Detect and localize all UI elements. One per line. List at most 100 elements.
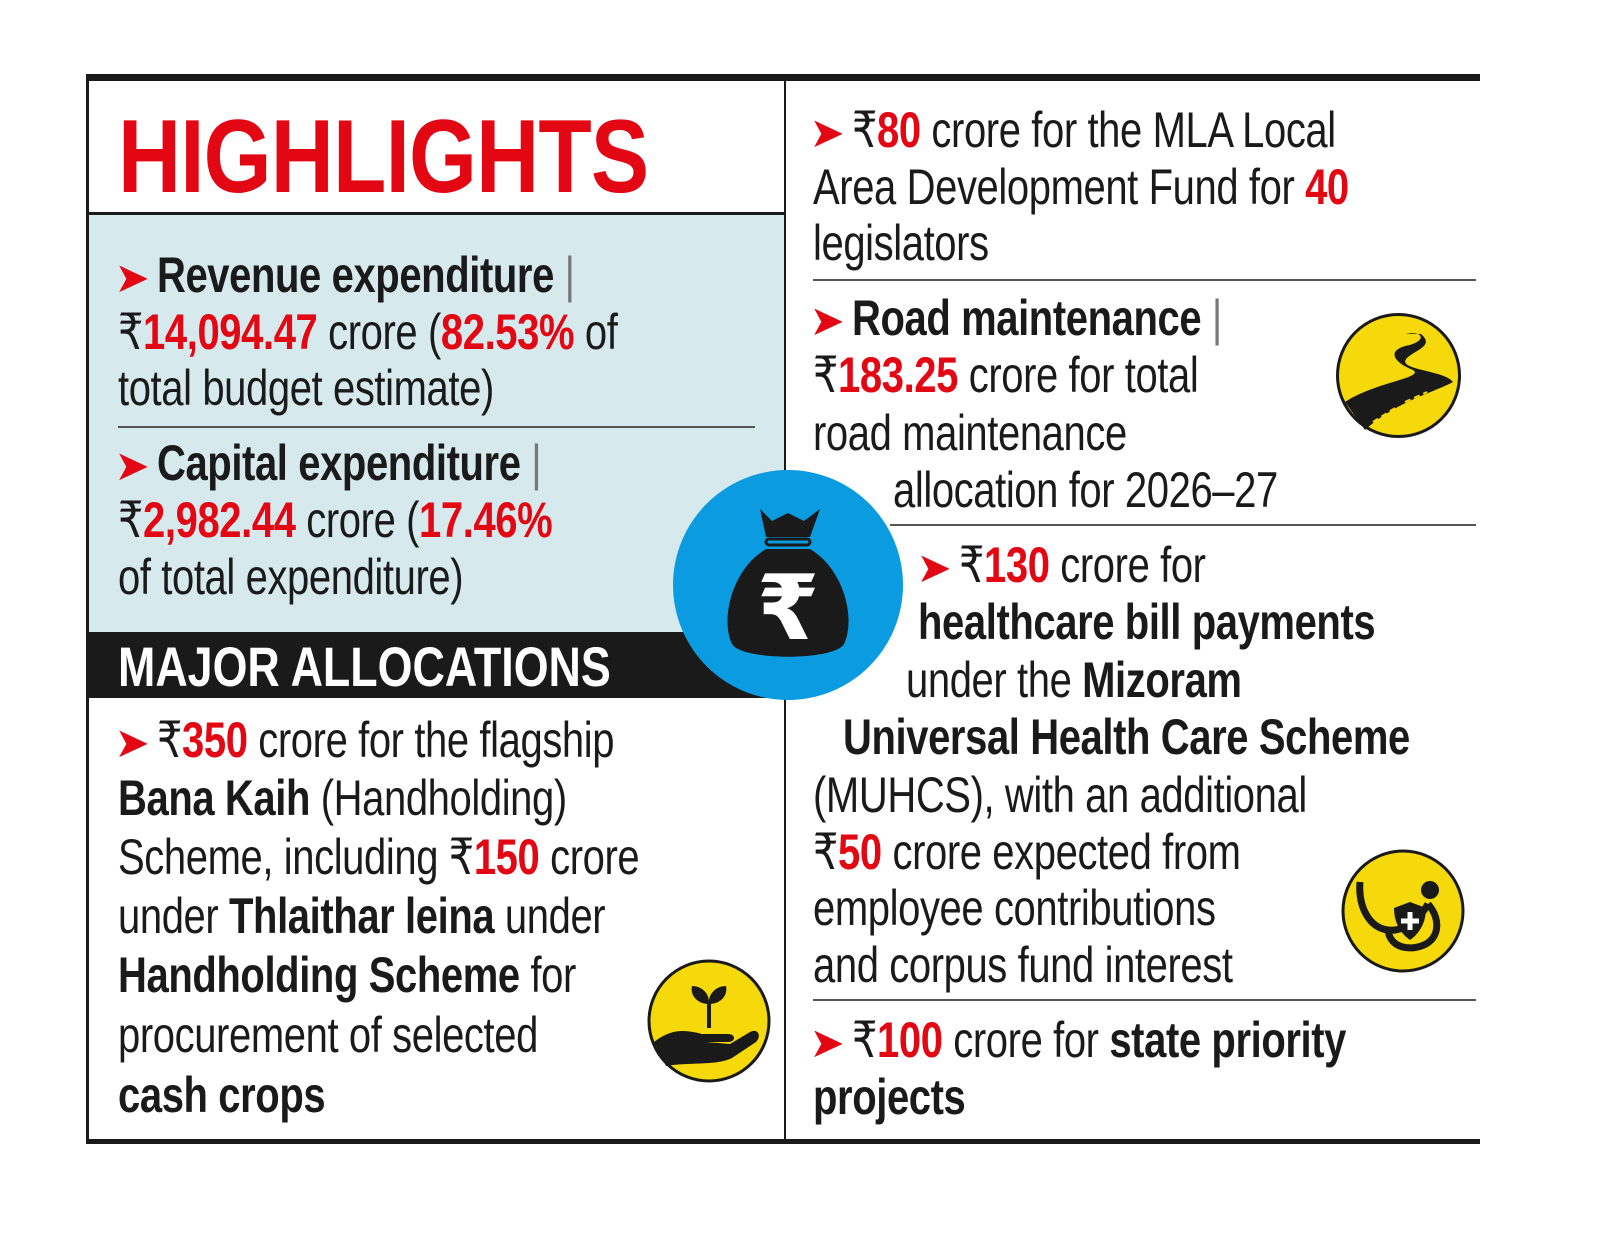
- text-segment: and corpus fund interest: [813, 937, 1233, 993]
- text-segment: |: [564, 247, 575, 303]
- text-segment: under: [494, 888, 606, 944]
- health-line: employee contributions: [813, 879, 1216, 937]
- text-segment: 40: [1305, 159, 1349, 215]
- road-line: ➤ Road maintenance |: [810, 289, 1223, 350]
- text-segment: Mizoram: [1082, 652, 1242, 708]
- text-segment: crore for: [1049, 537, 1206, 593]
- text-segment: crore: [539, 829, 640, 885]
- text-segment: crore (: [317, 304, 441, 360]
- text-segment: 100: [877, 1012, 943, 1068]
- major-allocations-heading: MAJOR ALLOCATIONS: [118, 635, 611, 698]
- text-segment: 50: [838, 824, 882, 880]
- text-segment: for: [519, 947, 576, 1003]
- text-segment: legislators: [813, 215, 989, 271]
- bullet-arrow-icon: ➤: [114, 442, 150, 489]
- health-line: ➤ ₹130 crore for: [916, 536, 1206, 597]
- text-segment: (Handholding): [310, 770, 567, 826]
- mla-line: legislators: [813, 214, 989, 272]
- text-segment: allocation for 2026–27: [893, 462, 1278, 518]
- text-segment: (MUHCS), with an additional: [813, 767, 1307, 823]
- text-segment: procurement of selected: [118, 1007, 538, 1063]
- health-line: and corpus fund interest: [813, 936, 1233, 994]
- bullet-arrow-icon: ➤: [114, 719, 150, 766]
- text-segment: 130: [984, 537, 1050, 593]
- text-segment: Handholding Scheme: [118, 947, 520, 1003]
- svg-text:₹: ₹: [757, 556, 820, 661]
- bullet-arrow-icon: ➤: [916, 544, 952, 591]
- health-line: Universal Health Care Scheme: [843, 708, 1410, 766]
- text-segment: ₹: [958, 537, 985, 593]
- health-line: under the Mizoram: [906, 651, 1242, 709]
- text-segment: Area Development Fund for: [813, 159, 1306, 215]
- allocation-line: Handholding Scheme for: [118, 946, 576, 1004]
- road-line: ₹183.25 crore for total: [813, 346, 1199, 404]
- health-line: ₹50 crore expected from: [813, 823, 1241, 881]
- text-segment: under the: [906, 652, 1083, 708]
- text-segment: ₹: [851, 1012, 878, 1068]
- text-segment: Bana Kaih: [118, 770, 311, 826]
- road-line: allocation for 2026–27: [893, 461, 1278, 519]
- text-segment: ₹: [156, 712, 183, 768]
- text-segment: road maintenance: [813, 405, 1127, 461]
- health-line: (MUHCS), with an additional: [813, 766, 1307, 824]
- text-segment: 350: [182, 712, 248, 768]
- bullet-arrow-icon: ➤: [809, 109, 845, 156]
- major-allocations-bar: MAJOR ALLOCATIONS: [89, 632, 785, 698]
- revenue-line: ₹14,094.47 crore (82.53% of: [118, 303, 618, 361]
- text-segment: employee contributions: [813, 880, 1216, 936]
- revenue-line: ➤ Revenue expenditure |: [114, 246, 576, 307]
- priority-line: projects: [813, 1068, 966, 1126]
- text-segment: cash crops: [118, 1067, 326, 1123]
- allocation-line: Bana Kaih (Handholding): [118, 769, 567, 827]
- divider: [890, 524, 1476, 526]
- stethoscope-health-icon: [1341, 849, 1465, 973]
- text-segment: ₹: [851, 102, 878, 158]
- winding-road-icon: [1336, 313, 1461, 438]
- mla-line: ➤ ₹80 crore for the MLA Local: [809, 101, 1337, 162]
- text-segment: 80: [877, 102, 921, 158]
- text-segment: 2,982.44: [143, 492, 296, 548]
- health-line: healthcare bill payments: [918, 593, 1376, 651]
- text-segment: ₹: [813, 347, 839, 403]
- expenditure-divider: [118, 426, 755, 428]
- text-segment: crore for: [942, 1012, 1110, 1068]
- text-segment: healthcare bill payments: [918, 594, 1376, 650]
- header-divider: [86, 212, 785, 215]
- capital-line: ➤ Capital expenditure |: [114, 434, 542, 495]
- text-segment: Revenue expenditure: [156, 247, 565, 303]
- text-segment: |: [1211, 290, 1222, 346]
- text-segment: projects: [813, 1069, 966, 1125]
- text-segment: Scheme, including ₹: [118, 829, 474, 885]
- text-segment: ₹: [118, 492, 144, 548]
- bullet-arrow-icon: ➤: [809, 1019, 845, 1066]
- road-line: road maintenance: [813, 404, 1127, 462]
- text-segment: Thlaithar leina: [229, 888, 495, 944]
- page-title: HIGHLIGHTS: [118, 99, 649, 215]
- text-segment: crore for the flagship: [247, 712, 615, 768]
- text-segment: 183.25: [838, 347, 958, 403]
- allocation-line: procurement of selected: [118, 1006, 538, 1064]
- plant-in-hand-icon: [647, 959, 771, 1083]
- capital-line: of total expenditure): [118, 548, 464, 606]
- mla-line: Area Development Fund for 40: [813, 158, 1349, 216]
- revenue-line: total budget estimate): [118, 359, 494, 417]
- allocation-line: cash crops: [118, 1066, 326, 1124]
- text-segment: crore (: [295, 492, 420, 548]
- divider: [813, 279, 1476, 281]
- divider: [813, 999, 1476, 1001]
- text-segment: state priority: [1109, 1012, 1347, 1068]
- allocation-line: ➤ ₹350 crore for the flagship: [114, 711, 615, 772]
- expenditure-panel: [89, 215, 784, 632]
- text-segment: |: [531, 435, 542, 491]
- capital-line: ₹2,982.44 crore (17.46%: [118, 491, 553, 549]
- text-segment: Capital expenditure: [156, 435, 532, 491]
- allocation-line: Scheme, including ₹150 crore: [118, 828, 640, 886]
- text-segment: ₹: [118, 304, 144, 360]
- text-segment: 150: [473, 829, 540, 885]
- text-segment: crore for total: [958, 347, 1199, 403]
- text-segment: Universal Health Care Scheme: [843, 709, 1410, 765]
- text-segment: crore for the MLA Local: [920, 102, 1336, 158]
- text-segment: under: [118, 888, 230, 944]
- bullet-arrow-icon: ➤: [114, 254, 150, 301]
- text-segment: 17.46%: [419, 492, 553, 548]
